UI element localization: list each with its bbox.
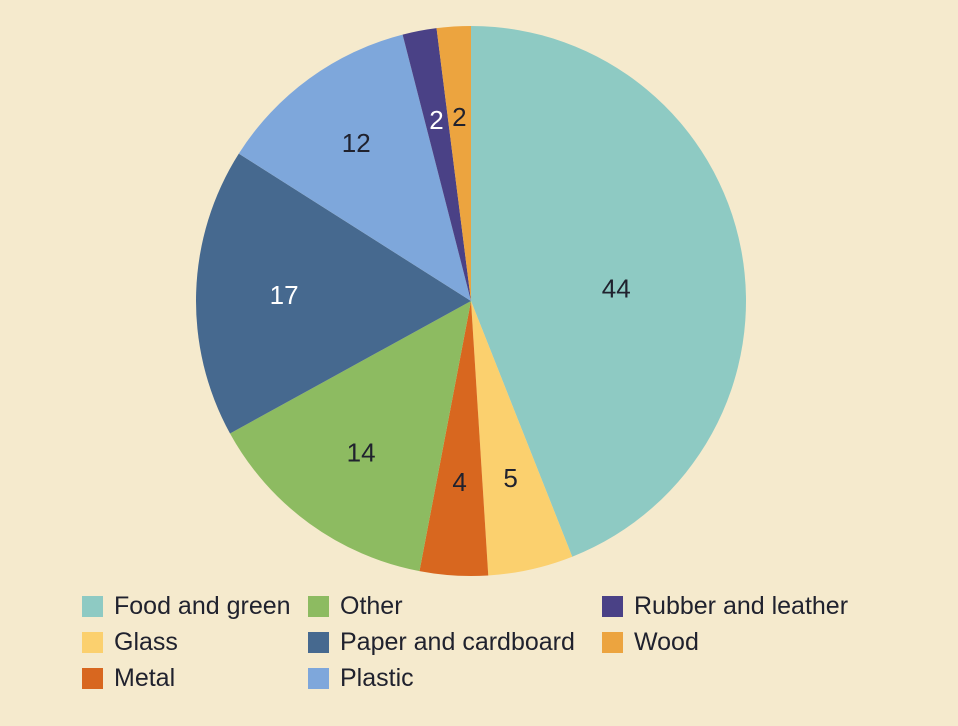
legend-label-metal: Metal xyxy=(114,663,176,692)
legend-swatch-plastic xyxy=(308,667,329,689)
pie-slice-paper-and-cardboard xyxy=(196,153,471,434)
legend-swatch-rubber-and-leather xyxy=(602,595,623,617)
legend-label-paper-and-cardboard: Paper and cardboard xyxy=(340,627,575,656)
legend-item-plastic: Plastic xyxy=(308,660,575,696)
legend-column-2: Rubber and leather Wood xyxy=(602,588,848,660)
legend-column-1: Other Paper and cardboard Plastic xyxy=(308,588,575,696)
legend-label-food-and-green: Food and green xyxy=(114,591,291,620)
legend-swatch-other xyxy=(308,595,329,617)
legend-label-rubber-and-leather: Rubber and leather xyxy=(634,591,849,620)
legend-item-wood: Wood xyxy=(602,624,848,660)
pie-value-label-other: 14 xyxy=(347,437,376,467)
legend-column-0: Food and green Glass Metal xyxy=(82,588,291,696)
pie-value-label-paper-and-cardboard: 17 xyxy=(270,280,299,310)
pie-value-label-metal: 4 xyxy=(452,467,466,497)
legend: Food and green Glass Metal Other Paper and c… xyxy=(0,588,958,708)
legend-label-plastic: Plastic xyxy=(340,663,414,692)
pie-slice-metal xyxy=(419,301,489,577)
pie-value-label-plastic: 12 xyxy=(342,128,371,158)
legend-item-glass: Glass xyxy=(82,624,291,660)
pie-slice-wood xyxy=(436,26,471,301)
legend-item-food-and-green: Food and green xyxy=(82,588,291,624)
legend-swatch-wood xyxy=(602,631,623,653)
pie-slice-rubber-and-leather xyxy=(402,28,471,301)
legend-item-other: Other xyxy=(308,588,575,624)
pie-value-label-wood: 2 xyxy=(452,102,466,132)
pie-value-label-rubber-and-leather: 2 xyxy=(429,105,443,135)
legend-item-metal: Metal xyxy=(82,660,291,696)
pie-value-label-food-and-green: 44 xyxy=(602,273,631,303)
legend-item-rubber-and-leather: Rubber and leather xyxy=(602,588,848,624)
legend-label-other: Other xyxy=(340,591,403,620)
pie-slice-food-and-green xyxy=(471,26,746,557)
pie-value-label-glass: 5 xyxy=(503,463,517,493)
legend-swatch-paper-and-cardboard xyxy=(308,631,329,653)
legend-swatch-food-and-green xyxy=(82,595,103,617)
pie-slice-other xyxy=(230,301,471,572)
legend-label-wood: Wood xyxy=(634,627,699,656)
legend-swatch-metal xyxy=(82,667,103,689)
legend-label-glass: Glass xyxy=(114,627,178,656)
legend-swatch-glass xyxy=(82,631,103,653)
legend-item-paper-and-cardboard: Paper and cardboard xyxy=(308,624,575,660)
pie-slice-plastic xyxy=(238,34,471,301)
pie-slice-glass xyxy=(471,301,573,576)
